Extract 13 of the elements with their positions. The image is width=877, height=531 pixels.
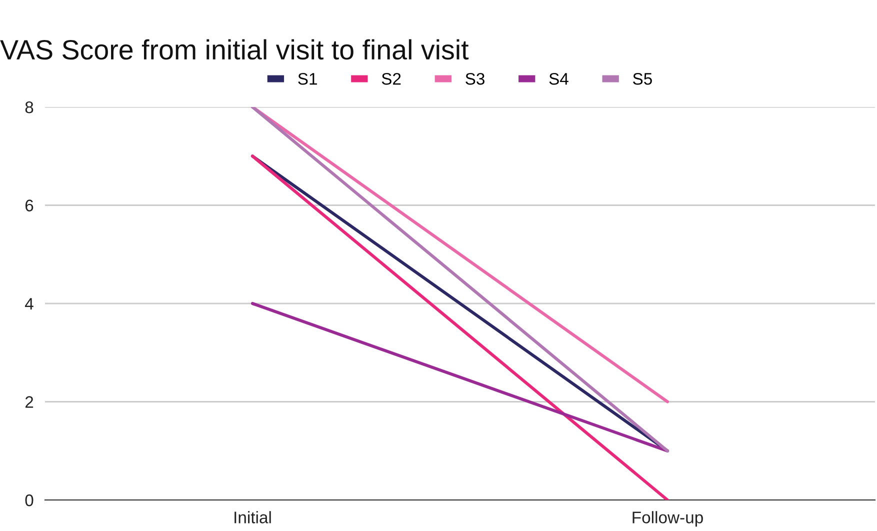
y-tick-label: 8 — [25, 101, 34, 114]
y-tick-label: 0 — [25, 494, 34, 506]
y-tick-label: 6 — [25, 200, 34, 212]
x-tick-label: Follow-up — [632, 511, 703, 527]
legend-label: S3 — [466, 72, 484, 85]
legend-label: S5 — [633, 72, 652, 85]
x-tick-label: Initial — [234, 511, 271, 524]
y-tick-label: 4 — [25, 298, 34, 310]
legend-label: S1 — [298, 72, 317, 85]
y-tick-label: 2 — [25, 396, 34, 408]
legend-label: S4 — [549, 72, 568, 85]
legend-label: S2 — [382, 72, 401, 85]
chart-title: VAS Score from initial visit to final visit — [0, 39, 469, 60]
